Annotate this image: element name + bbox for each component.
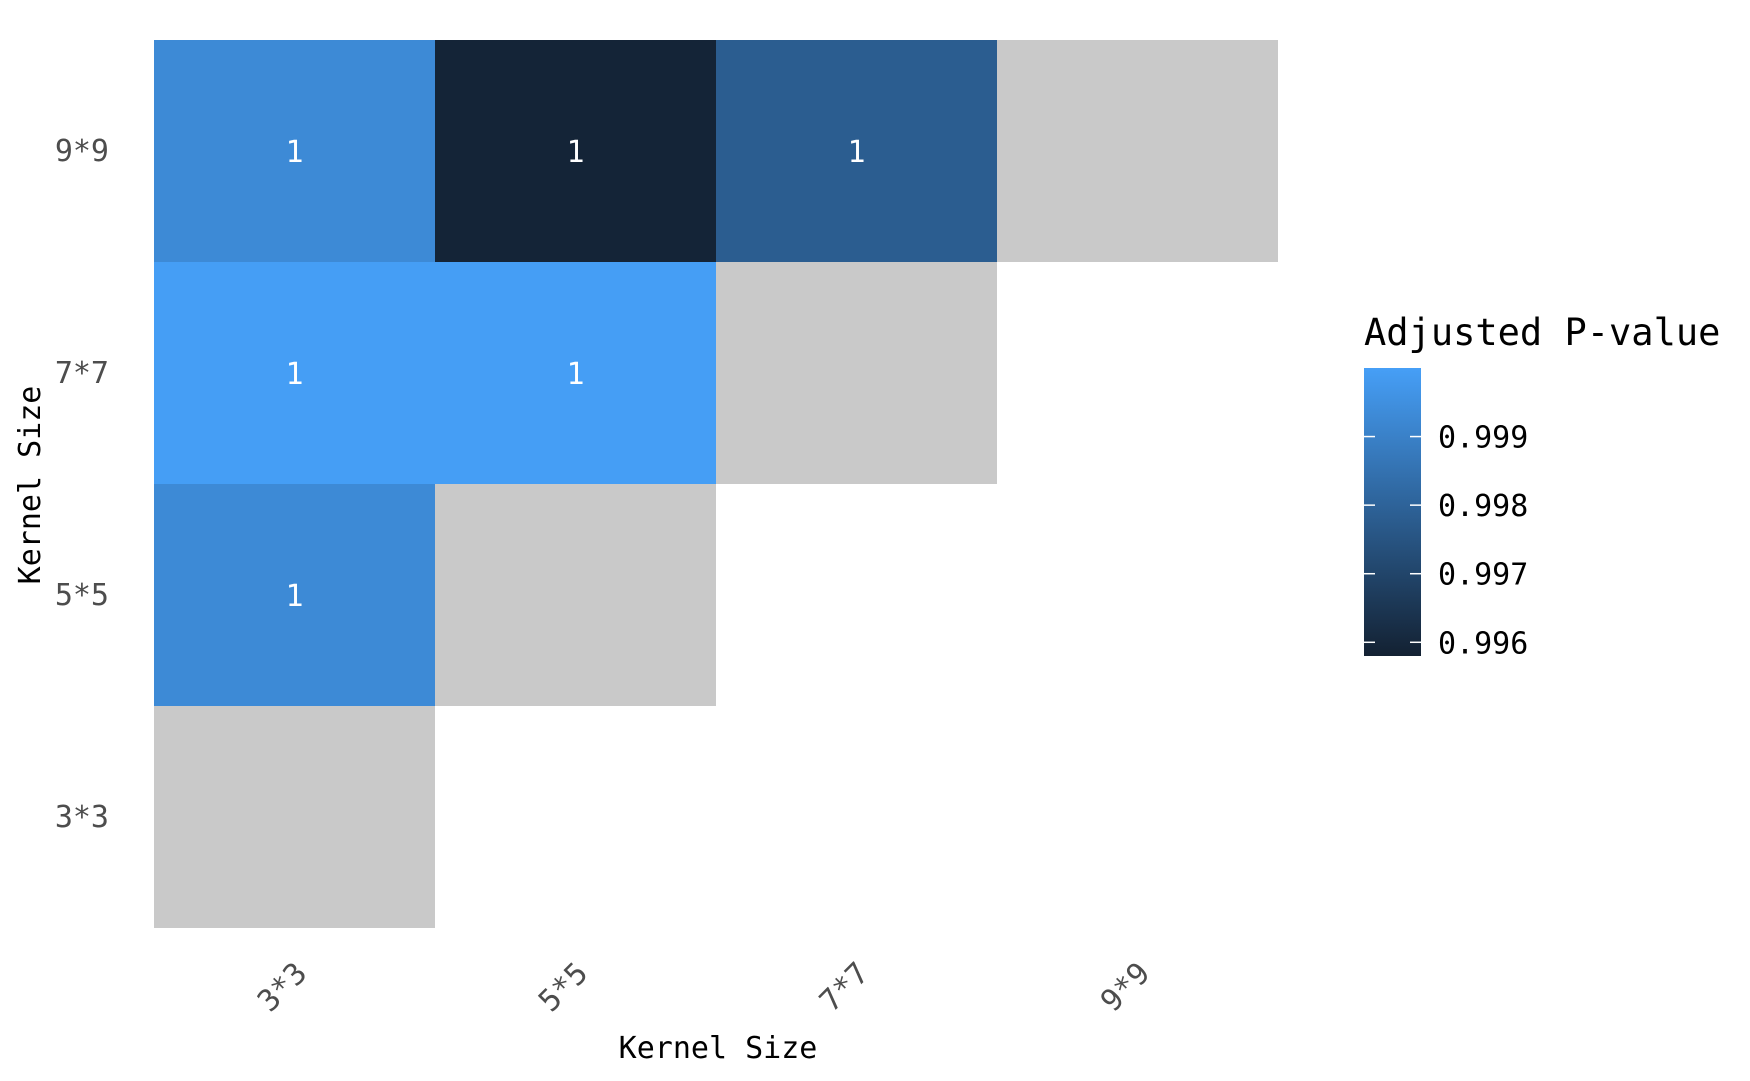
cell-label-3x3-9x9: 1 — [285, 135, 303, 170]
legend-tick-label-3: 0.996 — [1438, 626, 1528, 661]
heatmap-cell-5x5-7x7 — [435, 262, 716, 484]
y-axis-tick-labels: 3*3 5*5 7*7 9*9 — [55, 134, 109, 835]
legend-ticks: 0.999 0.998 0.997 0.996 — [1364, 421, 1528, 661]
cell-label-7x7-9x9: 1 — [847, 135, 865, 170]
x-tick-label-5x5: 5*5 — [532, 956, 595, 1019]
y-axis-title: Kernel Size — [13, 386, 48, 585]
y-tick-label-5x5: 5*5 — [55, 578, 109, 613]
x-tick-label-7x7: 7*7 — [813, 956, 876, 1019]
x-tick-label-9x9: 9*9 — [1094, 956, 1157, 1019]
y-tick-label-9x9: 9*9 — [55, 134, 109, 169]
color-legend: Adjusted P-value 0.999 0.998 0.997 0.996 — [1364, 311, 1720, 661]
heatmap-cells — [154, 40, 1278, 928]
heatmap-cell-9x9-9x9 — [997, 40, 1278, 262]
heatmap-cell-3x3-5x5 — [154, 484, 435, 706]
y-tick-label-3x3: 3*3 — [55, 800, 109, 835]
heatmap-cell-3x3-3x3 — [154, 706, 435, 928]
x-tick-label-3x3: 3*3 — [251, 956, 314, 1019]
x-axis-title: Kernel Size — [619, 1031, 818, 1066]
legend-tick-label-2: 0.997 — [1438, 558, 1528, 593]
cell-label-3x3-7x7: 1 — [285, 357, 303, 392]
heatmap-cell-3x3-7x7 — [154, 262, 435, 484]
cell-label-3x3-5x5: 1 — [285, 579, 303, 614]
cell-label-5x5-7x7: 1 — [566, 357, 584, 392]
cell-label-5x5-9x9: 1 — [566, 135, 584, 170]
heatmap-cell-5x5-9x9 — [435, 40, 716, 262]
legend-tick-label-0: 0.999 — [1438, 421, 1528, 456]
heatmap-cell-7x7-7x7 — [716, 262, 997, 484]
y-tick-label-7x7: 7*7 — [55, 356, 109, 391]
legend-title: Adjusted P-value — [1364, 311, 1720, 354]
heatmap-cell-3x3-9x9 — [154, 40, 435, 262]
heatmap-cell-5x5-5x5 — [435, 484, 716, 706]
cell-value-labels: 1 1 1 1 1 1 — [285, 135, 865, 614]
heatmap-cell-7x7-9x9 — [716, 40, 997, 262]
legend-tick-label-1: 0.998 — [1438, 489, 1528, 524]
x-axis-tick-labels: 3*3 5*5 7*7 9*9 — [251, 956, 1157, 1019]
legend-colorbar — [1364, 368, 1421, 656]
